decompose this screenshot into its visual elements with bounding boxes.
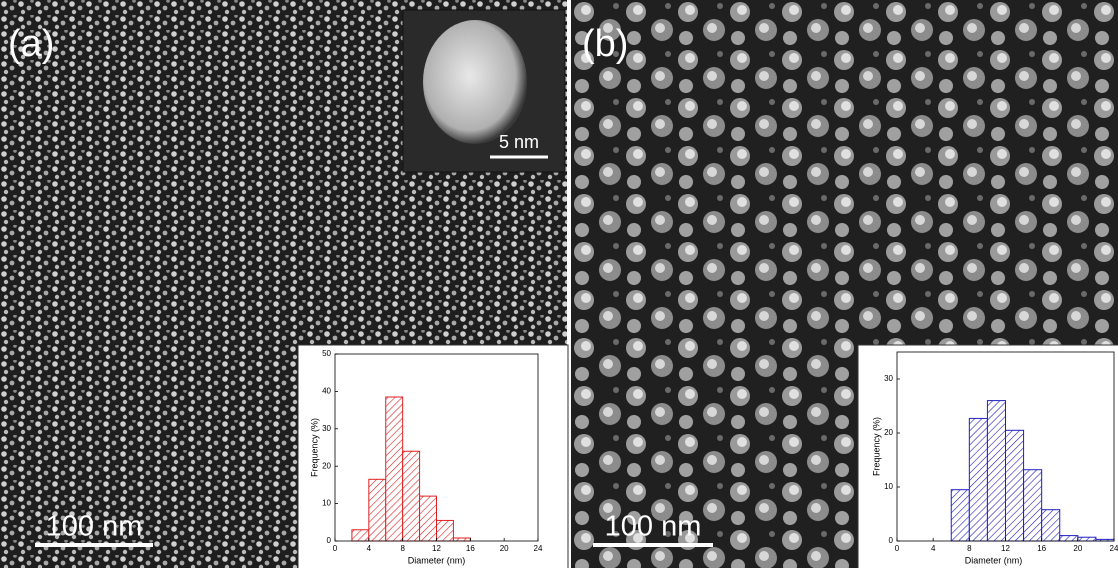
histogram-bar: [987, 401, 1005, 541]
y-tick-label: 30: [322, 424, 331, 433]
histogram-bar: [969, 418, 987, 541]
y-axis-label: Frequency (%): [309, 418, 319, 477]
panel-label: (a): [8, 23, 54, 65]
y-tick-label: 50: [322, 349, 331, 358]
x-tick-label: 16: [466, 544, 475, 553]
histogram-bar: [352, 530, 369, 541]
scale-bar-label: 100 nm: [605, 511, 702, 543]
x-tick-label: 0: [333, 544, 338, 553]
x-tick-label: 20: [1073, 544, 1082, 553]
y-tick-label: 0: [889, 536, 894, 545]
x-tick-label: 20: [500, 544, 509, 553]
x-tick-label: 24: [534, 544, 543, 553]
histogram-bar: [1006, 430, 1024, 541]
panel-label: (b): [582, 23, 628, 65]
x-tick-label: 24: [1110, 544, 1118, 553]
histogram-bar: [437, 520, 454, 541]
x-tick-label: 4: [367, 544, 372, 553]
y-tick-label: 40: [322, 387, 331, 396]
x-tick-label: 8: [967, 544, 972, 553]
x-tick-label: 0: [895, 544, 900, 553]
x-tick-label: 12: [1001, 544, 1010, 553]
histogram-bar: [1060, 536, 1078, 541]
y-tick-label: 0: [327, 536, 332, 545]
x-axis-label: Diameter (nm): [965, 555, 1023, 565]
histogram-bar: [420, 496, 437, 541]
histogram-bar: [403, 451, 420, 541]
figure: 0481216202401020304050Diameter (nm)Frequ…: [0, 0, 1118, 568]
x-tick-label: 4: [931, 544, 936, 553]
histogram-bar: [1078, 537, 1096, 541]
y-tick-label: 20: [322, 461, 331, 470]
x-tick-label: 16: [1037, 544, 1046, 553]
y-tick-label: 10: [322, 499, 331, 508]
x-tick-label: 12: [432, 544, 441, 553]
y-tick-label: 30: [884, 374, 893, 383]
histogram-bar: [1024, 470, 1042, 541]
y-tick-label: 10: [884, 482, 893, 491]
x-tick-label: 8: [400, 544, 405, 553]
histogram-bar: [1042, 510, 1060, 541]
y-axis-label: Frequency (%): [871, 417, 881, 476]
y-tick-label: 20: [884, 428, 893, 437]
particle: [423, 20, 527, 144]
inset-scale-bar-label: 5 nm: [499, 132, 539, 152]
scale-bar-label: 100 nm: [46, 511, 143, 543]
histogram-bar: [369, 479, 386, 541]
histogram-bar: [951, 490, 969, 541]
histogram-bar: [453, 538, 470, 541]
x-axis-label: Diameter (nm): [408, 555, 466, 565]
histogram-bar: [386, 397, 403, 541]
